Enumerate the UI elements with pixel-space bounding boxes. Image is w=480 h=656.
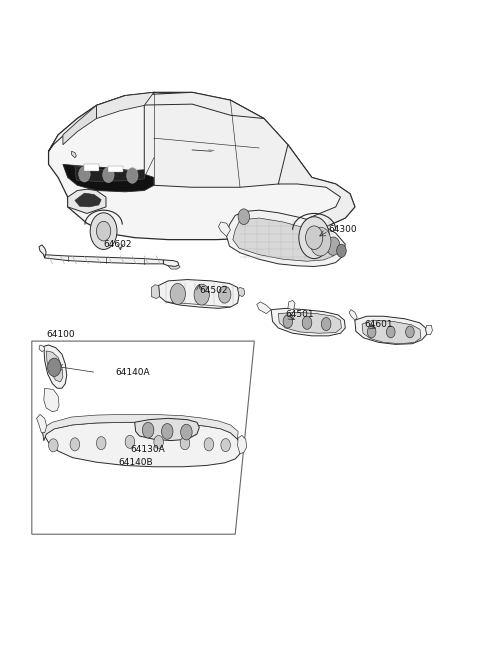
Polygon shape — [44, 345, 67, 388]
Polygon shape — [355, 316, 427, 344]
Circle shape — [180, 437, 190, 450]
Polygon shape — [48, 96, 125, 152]
Polygon shape — [271, 308, 345, 336]
Circle shape — [161, 424, 173, 440]
Text: 64601: 64601 — [364, 320, 393, 329]
Polygon shape — [68, 189, 106, 213]
Circle shape — [70, 438, 80, 451]
Polygon shape — [48, 92, 355, 239]
Circle shape — [204, 438, 214, 451]
Circle shape — [170, 283, 185, 304]
Text: 64602: 64602 — [104, 239, 132, 249]
Polygon shape — [349, 310, 357, 320]
Polygon shape — [63, 165, 154, 192]
Circle shape — [180, 424, 192, 440]
Circle shape — [96, 437, 106, 449]
Circle shape — [218, 286, 231, 303]
Polygon shape — [39, 245, 46, 258]
Text: 64501: 64501 — [286, 310, 314, 319]
Polygon shape — [278, 145, 355, 233]
Circle shape — [386, 326, 395, 338]
Circle shape — [143, 422, 154, 438]
Circle shape — [125, 436, 135, 448]
Text: 64140A: 64140A — [116, 368, 150, 377]
Circle shape — [90, 213, 117, 249]
Circle shape — [48, 439, 58, 452]
Circle shape — [238, 209, 250, 224]
Polygon shape — [63, 106, 96, 145]
Polygon shape — [36, 415, 47, 433]
Circle shape — [302, 316, 312, 329]
Polygon shape — [238, 287, 245, 297]
Polygon shape — [158, 279, 239, 308]
Circle shape — [48, 358, 61, 377]
Circle shape — [283, 315, 293, 328]
Polygon shape — [41, 420, 241, 467]
Polygon shape — [362, 320, 421, 344]
Polygon shape — [168, 265, 180, 269]
Polygon shape — [46, 351, 63, 382]
Text: 64130A: 64130A — [130, 445, 165, 453]
Circle shape — [367, 326, 376, 338]
Polygon shape — [72, 152, 76, 158]
Circle shape — [221, 439, 230, 452]
Text: 64140B: 64140B — [118, 458, 153, 466]
Circle shape — [154, 436, 163, 449]
Circle shape — [127, 168, 138, 183]
Polygon shape — [288, 300, 295, 310]
Polygon shape — [257, 302, 271, 314]
Polygon shape — [41, 415, 238, 441]
Circle shape — [322, 318, 331, 331]
Polygon shape — [75, 166, 144, 181]
Polygon shape — [152, 285, 159, 298]
Polygon shape — [84, 165, 99, 171]
Text: 64502: 64502 — [199, 285, 228, 295]
Polygon shape — [44, 388, 59, 412]
Polygon shape — [233, 218, 336, 261]
Polygon shape — [135, 419, 199, 441]
Circle shape — [194, 284, 209, 305]
Circle shape — [103, 167, 114, 182]
Polygon shape — [227, 210, 345, 266]
Circle shape — [326, 237, 340, 255]
Polygon shape — [39, 345, 45, 352]
Circle shape — [406, 326, 414, 338]
Circle shape — [96, 221, 111, 241]
Polygon shape — [96, 92, 154, 119]
Circle shape — [310, 227, 331, 256]
Text: 64300: 64300 — [328, 225, 357, 234]
Polygon shape — [96, 92, 264, 119]
Polygon shape — [144, 92, 312, 187]
Polygon shape — [108, 166, 123, 173]
Polygon shape — [75, 193, 101, 207]
Circle shape — [79, 167, 90, 182]
Text: 64100: 64100 — [46, 330, 75, 339]
Polygon shape — [426, 325, 432, 335]
Polygon shape — [238, 436, 247, 454]
Polygon shape — [163, 260, 179, 266]
Polygon shape — [218, 222, 230, 236]
Circle shape — [306, 226, 323, 249]
Circle shape — [299, 216, 329, 258]
Circle shape — [336, 244, 346, 257]
Polygon shape — [44, 255, 163, 264]
Polygon shape — [278, 312, 341, 333]
